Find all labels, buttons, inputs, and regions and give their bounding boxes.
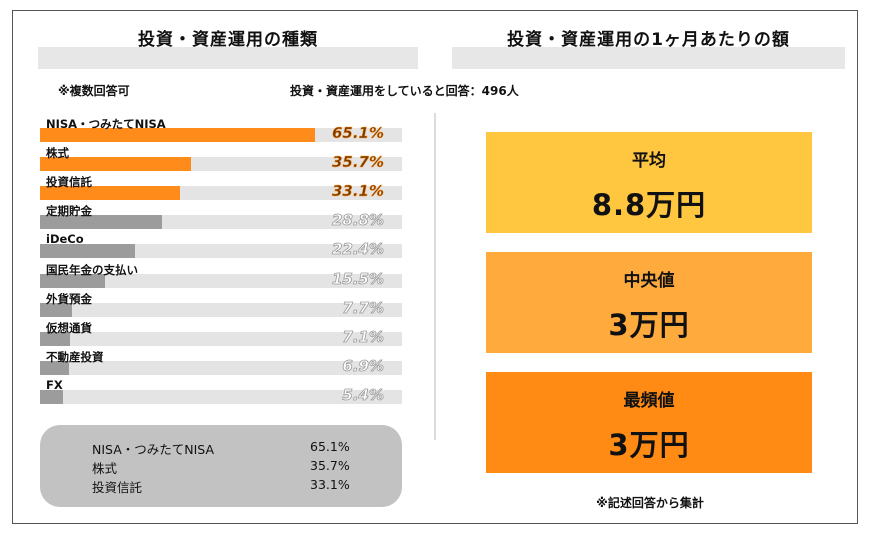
data-label: 15.5% — [331, 270, 385, 289]
summary-name-2: 株式 — [92, 461, 118, 476]
category-label: 投資信託 — [46, 175, 92, 189]
bar — [40, 274, 105, 288]
data-label: 5.4% — [342, 386, 384, 405]
bar — [40, 128, 315, 142]
left-title: 投資・資産運用の種類 — [138, 30, 318, 50]
bar-track — [40, 332, 402, 346]
bar — [40, 361, 69, 375]
bar — [40, 332, 70, 346]
data-label: 35.7% — [331, 153, 385, 172]
stat-mode-box: 最頻値 3万円 — [486, 372, 812, 473]
right-title: 投資・資産運用の1ヶ月あたりの額 — [507, 30, 790, 50]
data-label: 28.8% — [331, 211, 385, 230]
data-label: 33.1% — [331, 182, 385, 201]
data-label: 7.7% — [342, 299, 384, 318]
bar — [40, 303, 72, 317]
left-title-bar: 投資・資産運用の種類 — [38, 30, 418, 69]
data-label: 6.9% — [342, 357, 384, 376]
stat-median-value: 3万円 — [608, 308, 690, 342]
category-label: iDeCo — [46, 232, 84, 246]
bar-track — [40, 390, 402, 404]
top3-summary-box: NISA・つみたてNISA 65.1% 株式 35.7% 投資信託 33.1% — [40, 425, 402, 507]
data-label: 65.1% — [331, 124, 385, 143]
stat-average-box: 平均 8.8万円 — [486, 132, 812, 233]
category-label: 株式 — [46, 146, 69, 160]
summary-name-3: 投資信託 — [92, 480, 143, 495]
respondent-count: 投資・資産運用をしていると回答：496人 — [290, 84, 519, 98]
category-label: 仮想通貨 — [46, 321, 92, 335]
category-label: 不動産投資 — [46, 350, 104, 364]
multiple-answer-note: ※複数回答可 — [58, 84, 130, 98]
stat-average-value: 8.8万円 — [591, 188, 707, 222]
bar — [40, 186, 180, 200]
category-label: NISA・つみたてNISA — [46, 117, 166, 131]
summary-name-1: NISA・つみたてNISA — [92, 442, 215, 457]
footnote: ※記述回答から集計 — [596, 496, 704, 510]
center-divider — [434, 113, 436, 440]
stat-mode-value: 3万円 — [608, 428, 690, 462]
summary-value-1: 65.1% — [310, 439, 350, 454]
summary-value-2: 35.7% — [310, 458, 350, 473]
bar-track — [40, 361, 402, 375]
data-label: 22.4% — [331, 240, 385, 259]
bar — [40, 244, 135, 258]
bar-chart: NISA・つみたてNISA 65.1% 株式 35.7% 投資信託 33.1% 定期貯金 28… — [0, 0, 434, 420]
stat-average-label: 平均 — [632, 151, 666, 171]
stat-median-label: 中央値 — [623, 271, 675, 291]
summary-value-3: 33.1% — [310, 477, 350, 492]
stat-mode-label: 最頻値 — [623, 391, 675, 411]
category-label: 外貨預金 — [46, 292, 92, 306]
bar — [40, 215, 162, 229]
bar — [40, 157, 191, 171]
category-label: 国民年金の支払い — [46, 263, 138, 277]
data-label: 7.1% — [342, 328, 384, 347]
category-label: FX — [46, 378, 63, 392]
right-title-bar: 投資・資産運用の1ヶ月あたりの額 — [452, 30, 845, 69]
bar-track — [40, 274, 402, 288]
bar-track — [40, 303, 402, 317]
stat-median-box: 中央値 3万円 — [486, 252, 812, 353]
category-label: 定期貯金 — [46, 204, 92, 218]
bar — [40, 390, 63, 404]
